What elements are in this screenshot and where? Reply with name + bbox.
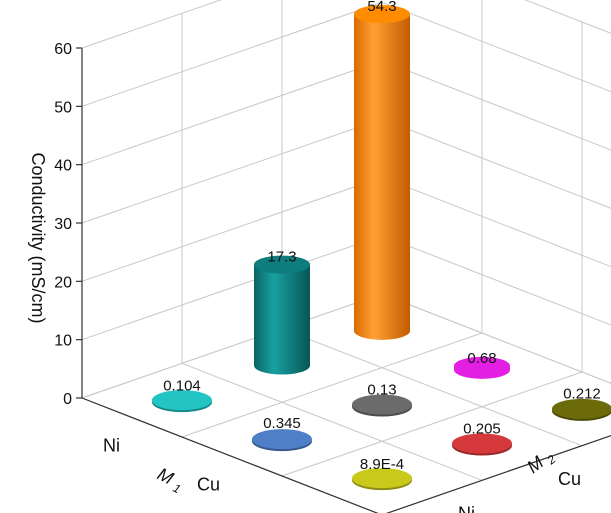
bar-value-label: 54.3 <box>367 0 396 15</box>
z-tick-label: 10 <box>54 333 72 350</box>
bar <box>354 5 410 340</box>
bar-value-label: 8.9E-4 <box>360 456 404 473</box>
x-axis-title-sub: 1 <box>171 481 183 497</box>
bar-top <box>454 356 510 375</box>
x-axis-title: M 1 <box>153 464 187 497</box>
bar <box>254 255 310 375</box>
bar-top <box>352 468 412 489</box>
floor-gridline <box>181 362 483 481</box>
bar <box>452 433 512 456</box>
x-axis-title-main: M <box>154 464 176 489</box>
z-tick-label: 20 <box>54 274 72 291</box>
bar-body <box>354 14 410 340</box>
bar-value-label: 0.104 <box>163 378 201 395</box>
bar-top <box>552 398 611 419</box>
bar-value-label: 0.212 <box>563 386 601 403</box>
bar-top <box>254 255 310 274</box>
bar-top <box>352 394 412 415</box>
z-gridline <box>81 60 611 166</box>
floor-gridline <box>381 293 611 384</box>
floor-gridline <box>181 332 483 438</box>
x-axis-line <box>81 397 379 513</box>
bar <box>552 398 611 421</box>
bar-top <box>354 5 410 24</box>
axis-layer: 0102030405060NiCuCoNiCuCo <box>54 41 611 513</box>
y-tick-label: Cu <box>558 469 581 489</box>
bar <box>252 429 312 452</box>
bar-value-label: 0.205 <box>463 420 501 437</box>
bar <box>152 390 212 413</box>
z-tick-label: 50 <box>54 99 72 116</box>
bar <box>352 394 412 417</box>
z-gridline <box>81 0 611 49</box>
x-tick-label: Ni <box>103 436 120 456</box>
bar-top <box>252 429 312 450</box>
y-axis-title: M 2 <box>523 445 558 480</box>
floor-gridline <box>281 328 583 447</box>
z-tick-label: 30 <box>54 216 72 233</box>
z-gridline <box>81 1 611 107</box>
z-tick-label: 0 <box>63 391 72 408</box>
z-gridline <box>81 118 611 224</box>
bar-top <box>452 433 512 454</box>
label-layer: 54.3 17.3 0.68 0.104 0.13 0.212 0.345 0.205 8.9E… <box>163 0 601 473</box>
floor-gridline <box>81 293 383 399</box>
z-axis-title: Conductivity (mS/cm) <box>28 152 48 323</box>
y-tick-label: Ni <box>458 504 475 513</box>
bar-body <box>254 264 310 375</box>
bar <box>352 468 412 491</box>
z-tick-label: 40 <box>54 158 72 175</box>
bar-value-label: 0.68 <box>467 350 496 367</box>
z-gridline <box>81 235 611 341</box>
grid-layer <box>81 0 611 513</box>
z-gridline <box>81 176 611 282</box>
x-tick-label: Cu <box>197 475 220 495</box>
bar-value-label: 0.345 <box>263 415 301 432</box>
bar-value-label: 17.3 <box>267 249 296 266</box>
bar-top <box>152 390 212 411</box>
bar-value-label: 0.13 <box>367 382 396 399</box>
bar <box>454 356 510 379</box>
y-axis-line <box>385 434 611 513</box>
bar-layer <box>152 5 611 491</box>
z-tick-label: 60 <box>54 41 72 58</box>
floor-gridline <box>281 371 583 477</box>
